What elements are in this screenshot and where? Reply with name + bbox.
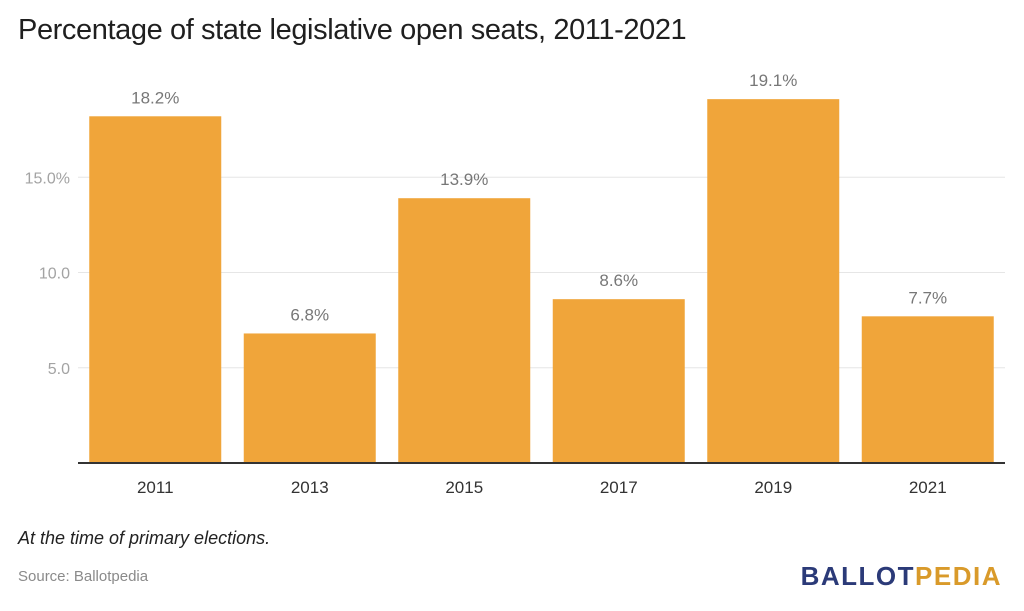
- value-label: 18.2%: [131, 88, 179, 107]
- y-tick-label: 5.0: [48, 361, 70, 378]
- value-label: 19.1%: [749, 71, 797, 90]
- bars: [89, 99, 994, 464]
- chart-title: Percentage of state legislative open sea…: [18, 14, 687, 46]
- x-tick-label: 2015: [445, 478, 483, 497]
- value-label: 7.7%: [908, 288, 947, 307]
- y-tick-label: 15.0%: [25, 170, 70, 187]
- logo-text-ballot: BALLOT: [800, 561, 916, 591]
- value-label: 8.6%: [599, 271, 638, 290]
- y-tick-label: 10.0: [39, 266, 70, 283]
- bar: [552, 299, 685, 463]
- x-tick-label: 2017: [600, 478, 638, 497]
- bar: [861, 316, 994, 463]
- bar: [707, 99, 840, 464]
- x-axis-tick-labels: 2011 2013 2015 2017 2019 2021: [137, 478, 947, 497]
- value-label: 6.8%: [290, 305, 329, 324]
- bar: [243, 333, 376, 463]
- value-label: 13.9%: [440, 170, 488, 189]
- logo-text-pedia: PEDIA: [915, 561, 1002, 591]
- y-axis-tick-labels: 5.0 10.0 15.0%: [25, 170, 70, 378]
- x-tick-label: 2019: [754, 478, 792, 497]
- ballotpedia-logo[interactable]: BALLOTPEDIA: [801, 561, 1002, 592]
- gridlines: [78, 176, 1005, 369]
- x-tick-label: 2011: [137, 478, 174, 497]
- source-credit: Source: Ballotpedia: [18, 568, 149, 585]
- x-tick-label: 2013: [291, 478, 329, 497]
- bar-chart: 5.0 10.0 15.0% 18.2% 6.8% 13.9% 8.6% 19.1% 7.7%…: [25, 71, 1005, 497]
- bar: [89, 116, 222, 463]
- x-tick-label: 2021: [909, 478, 947, 497]
- bar: [398, 198, 531, 463]
- value-labels: 18.2% 6.8% 13.9% 8.6% 19.1% 7.7%: [131, 71, 947, 324]
- chart-note: At the time of primary elections.: [18, 528, 271, 548]
